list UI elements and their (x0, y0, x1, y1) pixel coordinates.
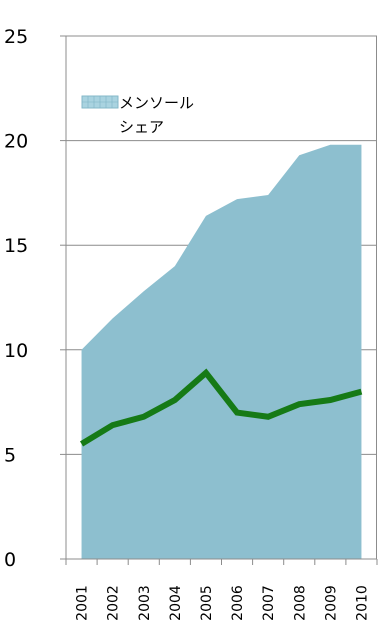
y-tick-label-0: 0 (4, 549, 16, 571)
x-tick-label-2010: 2010 (354, 585, 370, 621)
x-tick-label-2003: 2003 (137, 585, 153, 621)
line-layer (79, 368, 363, 447)
y-tick-label-25: 25 (4, 26, 28, 48)
x-tick-label-2001: 2001 (75, 585, 91, 621)
legend-swatch-hatch (81, 95, 119, 109)
y-tick-label-5: 5 (4, 444, 16, 466)
y-tick-label-10: 10 (4, 340, 28, 362)
x-axis-ticks: 2001 2002 2003 2004 2005 2006 2007 2008 2009 2010 (65, 559, 378, 621)
x-tick-label-2008: 2008 (292, 585, 308, 621)
x-tick-label-2006: 2006 (230, 585, 246, 621)
x-tick-label-2005: 2005 (199, 585, 215, 621)
legend: メンソール シェア (81, 94, 194, 136)
legend-label-line-2: シェア (119, 118, 164, 136)
x-tick-label-2009: 2009 (323, 585, 339, 621)
y-axis-ticks: 0 5 10 15 20 25 (4, 26, 66, 571)
y-tick-label-20: 20 (4, 131, 28, 153)
x-tick-label-2004: 2004 (168, 585, 184, 621)
x-tick-label-2002: 2002 (106, 585, 122, 621)
area-layer (81, 144, 362, 559)
line-series (79, 368, 363, 447)
x-tick-label-2007: 2007 (261, 585, 277, 621)
legend-label-line-1: メンソール (119, 94, 194, 112)
area-series-menthol-share (81, 144, 362, 559)
y-tick-label-15: 15 (4, 235, 28, 257)
